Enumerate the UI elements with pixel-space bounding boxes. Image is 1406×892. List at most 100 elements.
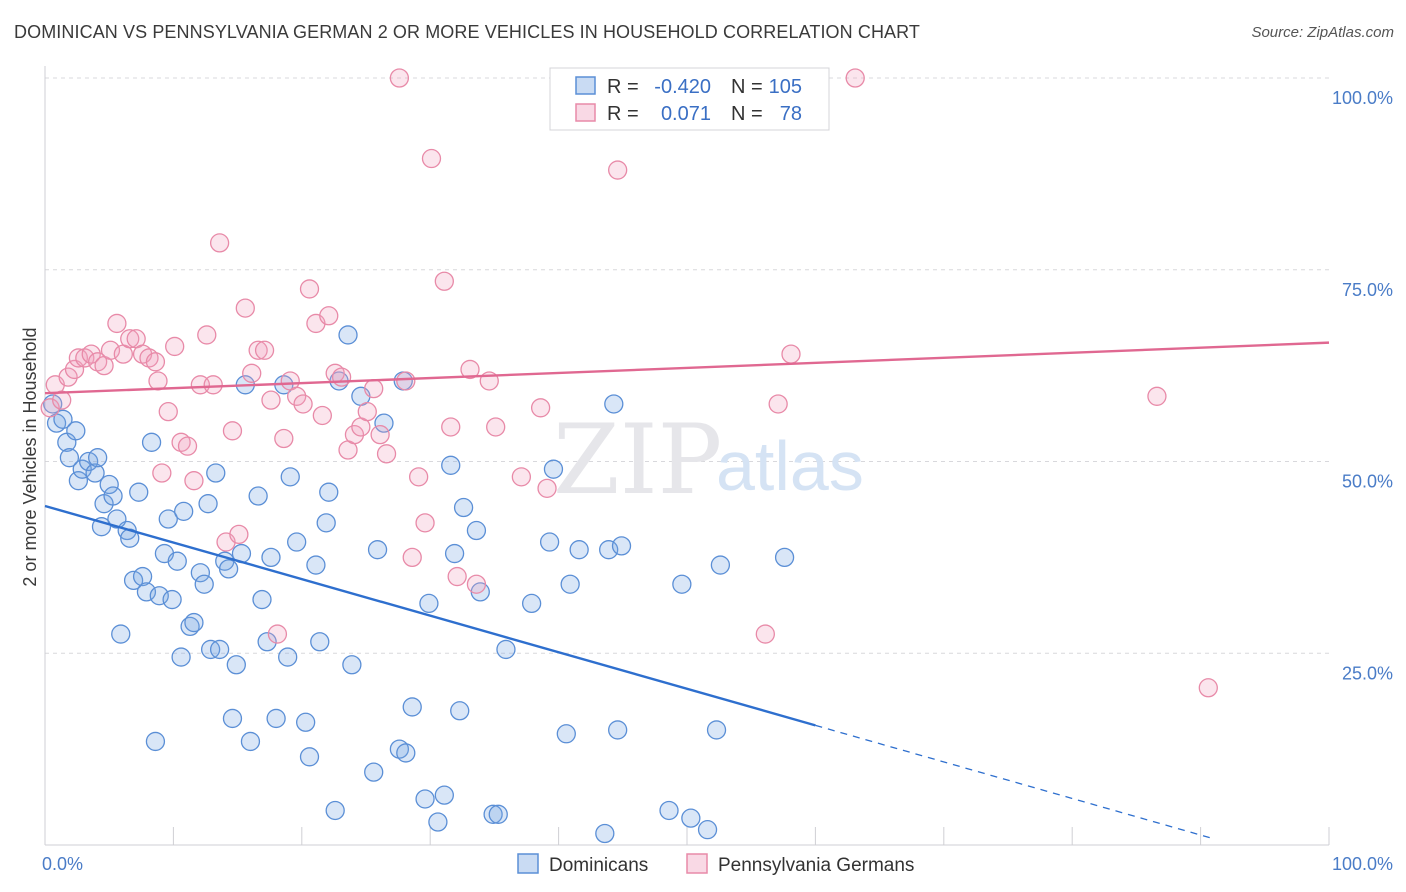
- point-dominicans-16: [111, 624, 131, 644]
- point-dominicans-95: [604, 394, 624, 414]
- point-dominicans-72: [396, 743, 416, 763]
- x-tick-label-0: 0.0%: [42, 854, 83, 874]
- legend-r-value-pennsylvania-germans: 0.071: [661, 103, 711, 125]
- point-pennsylvania-germans-65: [466, 574, 487, 594]
- point-dominicans-46: [240, 731, 261, 752]
- legend-swatch-dominicans: [575, 76, 596, 95]
- x-tick-labels: 0.0% 100.0%: [42, 854, 1393, 874]
- point-pennsylvania-germans-28: [209, 233, 230, 253]
- point-dominicans-53: [278, 647, 298, 667]
- watermark-atlas: atlas: [716, 427, 864, 505]
- point-pennsylvania-germans-34: [248, 340, 268, 360]
- point-dominicans-41: [218, 559, 239, 579]
- point-pennsylvania-germans-17: [145, 352, 166, 372]
- point-pennsylvania-germans-38: [274, 428, 294, 449]
- point-pennsylvania-germans-61: [434, 271, 454, 291]
- point-pennsylvania-germans-36: [261, 390, 281, 410]
- point-pennsylvania-germans-26: [197, 325, 217, 345]
- point-dominicans-96: [608, 720, 628, 740]
- point-pennsylvania-germans-70: [537, 478, 557, 498]
- point-pennsylvania-germans-20: [158, 401, 178, 422]
- point-pennsylvania-germans-30: [222, 421, 243, 441]
- point-dominicans-82: [466, 520, 487, 541]
- point-dominicans-100: [681, 808, 701, 828]
- point-pennsylvania-germans-44: [312, 405, 332, 426]
- point-pennsylvania-germans-19: [152, 463, 172, 483]
- point-pennsylvania-germans-68: [511, 467, 532, 487]
- point-dominicans-34: [190, 563, 211, 583]
- point-dominicans-76: [428, 812, 448, 832]
- point-dominicans-5: [66, 421, 86, 441]
- point-dominicans-62: [325, 800, 345, 821]
- point-pennsylvania-germans-18: [148, 371, 168, 391]
- point-dominicans-64: [338, 325, 358, 345]
- point-dominicans-103: [710, 555, 731, 575]
- point-dominicans-74: [415, 789, 435, 809]
- series-pennsylvania-germans: [40, 68, 1218, 698]
- point-dominicans-75: [419, 593, 439, 614]
- point-pennsylvania-germans-60: [421, 148, 442, 169]
- point-dominicans-79: [444, 543, 465, 564]
- point-dominicans-10: [87, 448, 108, 468]
- point-dominicans-42: [222, 708, 243, 729]
- point-dominicans-13: [99, 474, 119, 495]
- bottom-legend-swatch-dominicans: [517, 853, 539, 874]
- point-dominicans-87: [521, 593, 542, 614]
- point-dominicans-85: [488, 804, 508, 824]
- point-pennsylvania-germans-64: [460, 359, 480, 380]
- point-dominicans-81: [453, 497, 474, 518]
- bottom-legend: Dominicans Pennsylvania Germans: [517, 853, 914, 876]
- bottom-legend-label-dominicans: Dominicans: [549, 855, 648, 876]
- point-dominicans-65: [342, 655, 362, 675]
- legend-n-value-dominicans: 105: [769, 76, 802, 98]
- point-dominicans-77: [434, 785, 454, 805]
- point-pennsylvania-germans-32: [235, 298, 255, 318]
- point-pennsylvania-germans-49: [344, 425, 365, 445]
- point-pennsylvania-germans-45: [319, 306, 339, 326]
- point-dominicans-30: [171, 647, 191, 667]
- point-dominicans-27: [158, 509, 178, 529]
- point-pennsylvania-germans-75: [781, 344, 801, 364]
- trend-extension-dominicans: [815, 724, 1214, 840]
- point-pennsylvania-germans-63: [447, 566, 467, 587]
- point-pennsylvania-germans-11: [107, 313, 127, 334]
- point-dominicans-57: [299, 747, 320, 767]
- point-dominicans-89: [543, 459, 564, 479]
- y-axis-label: 2 or more Vehicles in Household: [20, 327, 40, 586]
- point-dominicans-99: [672, 574, 692, 594]
- point-dominicans-9: [85, 463, 105, 483]
- legend: R = -0.420 N = 105 R = 0.071 N = 78: [549, 67, 830, 131]
- chart-source: Source: ZipAtlas.com: [1251, 24, 1394, 41]
- point-dominicans-4: [59, 448, 80, 468]
- point-dominicans-102: [706, 720, 727, 740]
- point-dominicans-86: [496, 639, 516, 660]
- legend-n-value-pennsylvania-germans: 78: [780, 103, 802, 125]
- point-dominicans-49: [257, 632, 277, 652]
- point-dominicans-69: [374, 413, 394, 433]
- point-dominicans-39: [209, 639, 230, 660]
- point-dominicans-23: [141, 432, 162, 452]
- point-pennsylvania-germans-69: [530, 398, 551, 418]
- legend-r-label-dominicans: R =: [607, 76, 639, 98]
- point-pennsylvania-germans-0: [40, 398, 60, 418]
- point-dominicans-56: [296, 712, 316, 732]
- point-dominicans-61: [319, 482, 339, 502]
- point-pennsylvania-germans-51: [357, 401, 377, 422]
- point-pennsylvania-germans-3: [58, 367, 78, 387]
- watermark: ZIP atlas: [553, 404, 864, 516]
- trend-line-pennsylvania-germans: [44, 341, 1330, 395]
- point-pennsylvania-germans-47: [331, 367, 352, 387]
- point-dominicans-91: [560, 574, 580, 594]
- legend-r-label-pennsylvania-germans: R =: [607, 103, 639, 125]
- point-pennsylvania-germans-2: [52, 390, 72, 410]
- legend-n-label-dominicans: N =: [731, 76, 763, 98]
- point-dominicans-93: [595, 823, 615, 844]
- point-pennsylvania-germans-52: [364, 378, 384, 399]
- point-dominicans-14: [103, 486, 123, 506]
- point-pennsylvania-germans-23: [177, 436, 198, 456]
- point-pennsylvania-germans-42: [299, 279, 320, 299]
- point-pennsylvania-germans-54: [376, 444, 397, 464]
- point-dominicans-28: [162, 589, 182, 610]
- chart-title: DOMINICAN VS PENNSYLVANIA GERMAN 2 OR MO…: [14, 22, 921, 42]
- point-dominicans-58: [306, 555, 326, 575]
